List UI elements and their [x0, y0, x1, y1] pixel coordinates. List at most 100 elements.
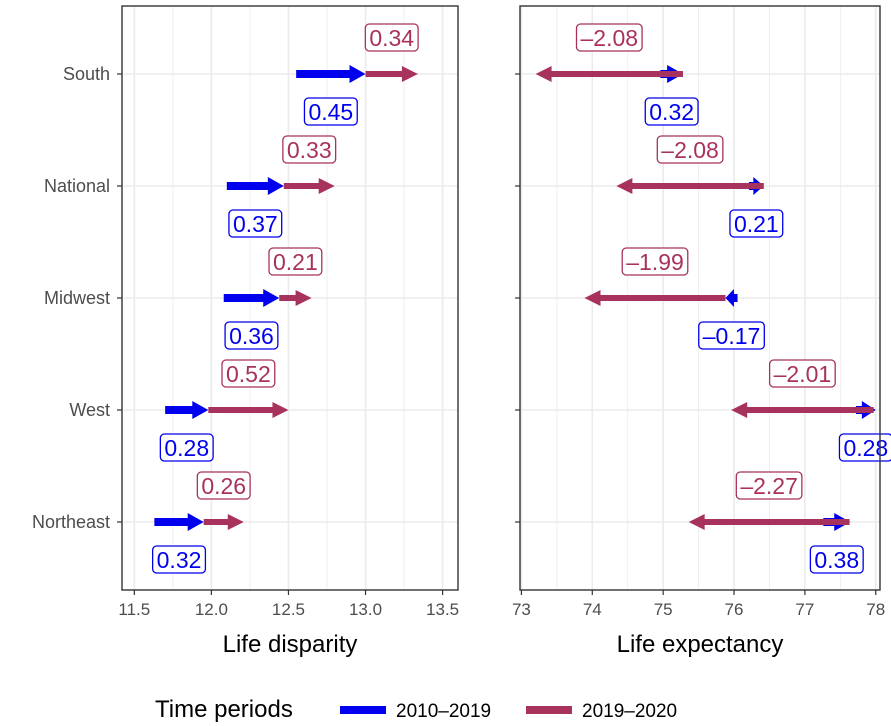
x-tick-label: 76: [725, 600, 744, 619]
data-label-2010-2019-national: 0.37: [228, 209, 283, 238]
data-label-value: 0.36: [229, 323, 274, 349]
data-label-2010-2019-west: 0.28: [159, 433, 214, 462]
data-label-box: [621, 247, 689, 276]
x-tick-label: 12.0: [195, 600, 228, 619]
arrow-2019-2020-northeast: [203, 514, 244, 530]
legend: Time periods 2010–2019 2019–2020: [155, 696, 677, 723]
x-tick-label: 74: [583, 600, 602, 619]
data-label-value: 0.28: [843, 435, 888, 461]
data-label-value: 0.38: [814, 547, 859, 573]
x-tick-label: 75: [654, 600, 673, 619]
data-label-value: –2.08: [661, 137, 719, 163]
panel-life-expectancy: 0.32 –2.08 0.21 –2.08 –0.17 –1.99 0.28 –2.01 0.3…: [512, 5, 891, 658]
data-label-value: 0.45: [308, 99, 353, 125]
arrow-2019-2020-national: [283, 178, 335, 194]
x-tick-label: 73: [512, 600, 531, 619]
data-label-2019-2020-midwest: –1.99: [621, 247, 689, 276]
data-label-2019-2020-west: –2.01: [768, 359, 836, 388]
data-label-2019-2020-west: 0.52: [221, 359, 276, 388]
data-label-2010-2019-midwest: 0.36: [224, 321, 279, 350]
data-label-box: [729, 209, 784, 238]
data-label-value: 0.32: [157, 547, 202, 573]
x-axis-title: Life disparity: [223, 631, 358, 658]
y-tick-label-south: South: [63, 64, 110, 84]
legend-title: Time periods: [155, 696, 293, 723]
arrow-2010-2019-south: [296, 65, 366, 83]
data-label-value: –0.17: [703, 323, 761, 349]
arrow-2010-2019-west: [165, 401, 209, 419]
chart-panels: 0.45 0.34 0.37 0.33 0.36 0.21 0.28 0.52 0.32 0.26…: [32, 5, 891, 658]
data-label-box: [151, 545, 207, 574]
arrow-2010-2019-midwest: [725, 289, 738, 307]
y-tick-label-northeast: Northeast: [32, 512, 110, 532]
data-label-value: 0.52: [226, 361, 271, 387]
y-tick-label-national: National: [44, 176, 110, 196]
data-label-2010-2019-south: 0.32: [644, 97, 699, 126]
data-label-box: [224, 321, 279, 350]
data-label-box: [282, 135, 337, 164]
data-label-box: [228, 209, 283, 238]
data-label-box: [809, 545, 864, 574]
data-label-2019-2020-south: 0.34: [364, 23, 419, 52]
data-label-2019-2020-national: –2.08: [656, 135, 724, 164]
arrow-2019-2020-northeast: [688, 514, 850, 530]
x-tick-label: 13.0: [349, 600, 382, 619]
data-label-value: 0.21: [734, 211, 779, 237]
x-tick-label: 77: [795, 600, 814, 619]
x-axis-title: Life expectancy: [617, 631, 784, 658]
data-label-value: 0.34: [369, 25, 414, 51]
arrow-2019-2020-midwest: [584, 290, 726, 306]
data-label-value: 0.37: [233, 211, 278, 237]
data-label-box: [196, 471, 251, 500]
legend-label-2010-2019: 2010–2019: [396, 701, 491, 722]
y-tick-label-west: West: [69, 400, 110, 420]
data-label-value: –2.27: [740, 473, 798, 499]
data-label-value: 0.33: [287, 137, 332, 163]
data-label-2019-2020-south: –2.08: [575, 23, 643, 52]
arrow-2019-2020-south: [365, 66, 418, 82]
data-label-box: [575, 23, 643, 52]
data-label-2019-2020-national: 0.33: [282, 135, 337, 164]
arrow-2019-2020-west: [731, 402, 874, 418]
data-label-box: [268, 247, 323, 276]
data-label-2010-2019-northeast: 0.38: [809, 545, 864, 574]
legend-label-2019-2020: 2019–2020: [582, 701, 677, 722]
x-tick-label: 11.5: [118, 600, 150, 619]
x-tick-label: 13.5: [426, 600, 459, 619]
data-label-2019-2020-midwest: 0.21: [268, 247, 323, 276]
y-tick-label-midwest: Midwest: [44, 288, 110, 308]
data-label-2010-2019-national: 0.21: [729, 209, 784, 238]
data-label-2010-2019-west: 0.28: [838, 433, 891, 462]
data-label-value: 0.26: [201, 473, 246, 499]
arrow-2019-2020-south: [535, 66, 683, 82]
arrow-2010-2019-midwest: [223, 289, 280, 307]
x-tick-label: 78: [866, 600, 885, 619]
data-label-value: 0.28: [164, 435, 209, 461]
data-label-2010-2019-south: 0.45: [303, 97, 358, 126]
data-label-box: [221, 359, 276, 388]
data-label-box: [364, 23, 419, 52]
arrow-2010-2019-northeast: [154, 513, 204, 531]
data-label-box: [656, 135, 724, 164]
data-label-box: [768, 359, 836, 388]
arrow-2019-2020-west: [208, 402, 289, 418]
data-label-box: [838, 433, 891, 462]
data-label-value: –2.01: [774, 361, 832, 387]
data-label-value: –1.99: [626, 249, 684, 275]
arrow-2019-2020-midwest: [279, 290, 312, 306]
arrow-2010-2019-national: [226, 177, 284, 195]
x-tick-label: 12.5: [272, 600, 305, 619]
arrow-2019-2020-national: [616, 178, 764, 194]
data-label-box: [303, 97, 358, 126]
data-label-value: 0.32: [649, 99, 694, 125]
data-label-box: [735, 471, 803, 500]
data-label-2019-2020-northeast: 0.26: [196, 471, 251, 500]
data-label-box: [159, 433, 214, 462]
data-label-box: [644, 97, 699, 126]
data-label-value: 0.21: [273, 249, 318, 275]
data-label-2010-2019-midwest: –0.17: [698, 321, 765, 350]
data-label-value: –2.08: [581, 25, 639, 51]
panel-life-disparity: 0.45 0.34 0.37 0.33 0.36 0.21 0.28 0.52 0.32 0.26…: [32, 5, 459, 658]
data-label-2010-2019-northeast: 0.32: [151, 545, 207, 574]
